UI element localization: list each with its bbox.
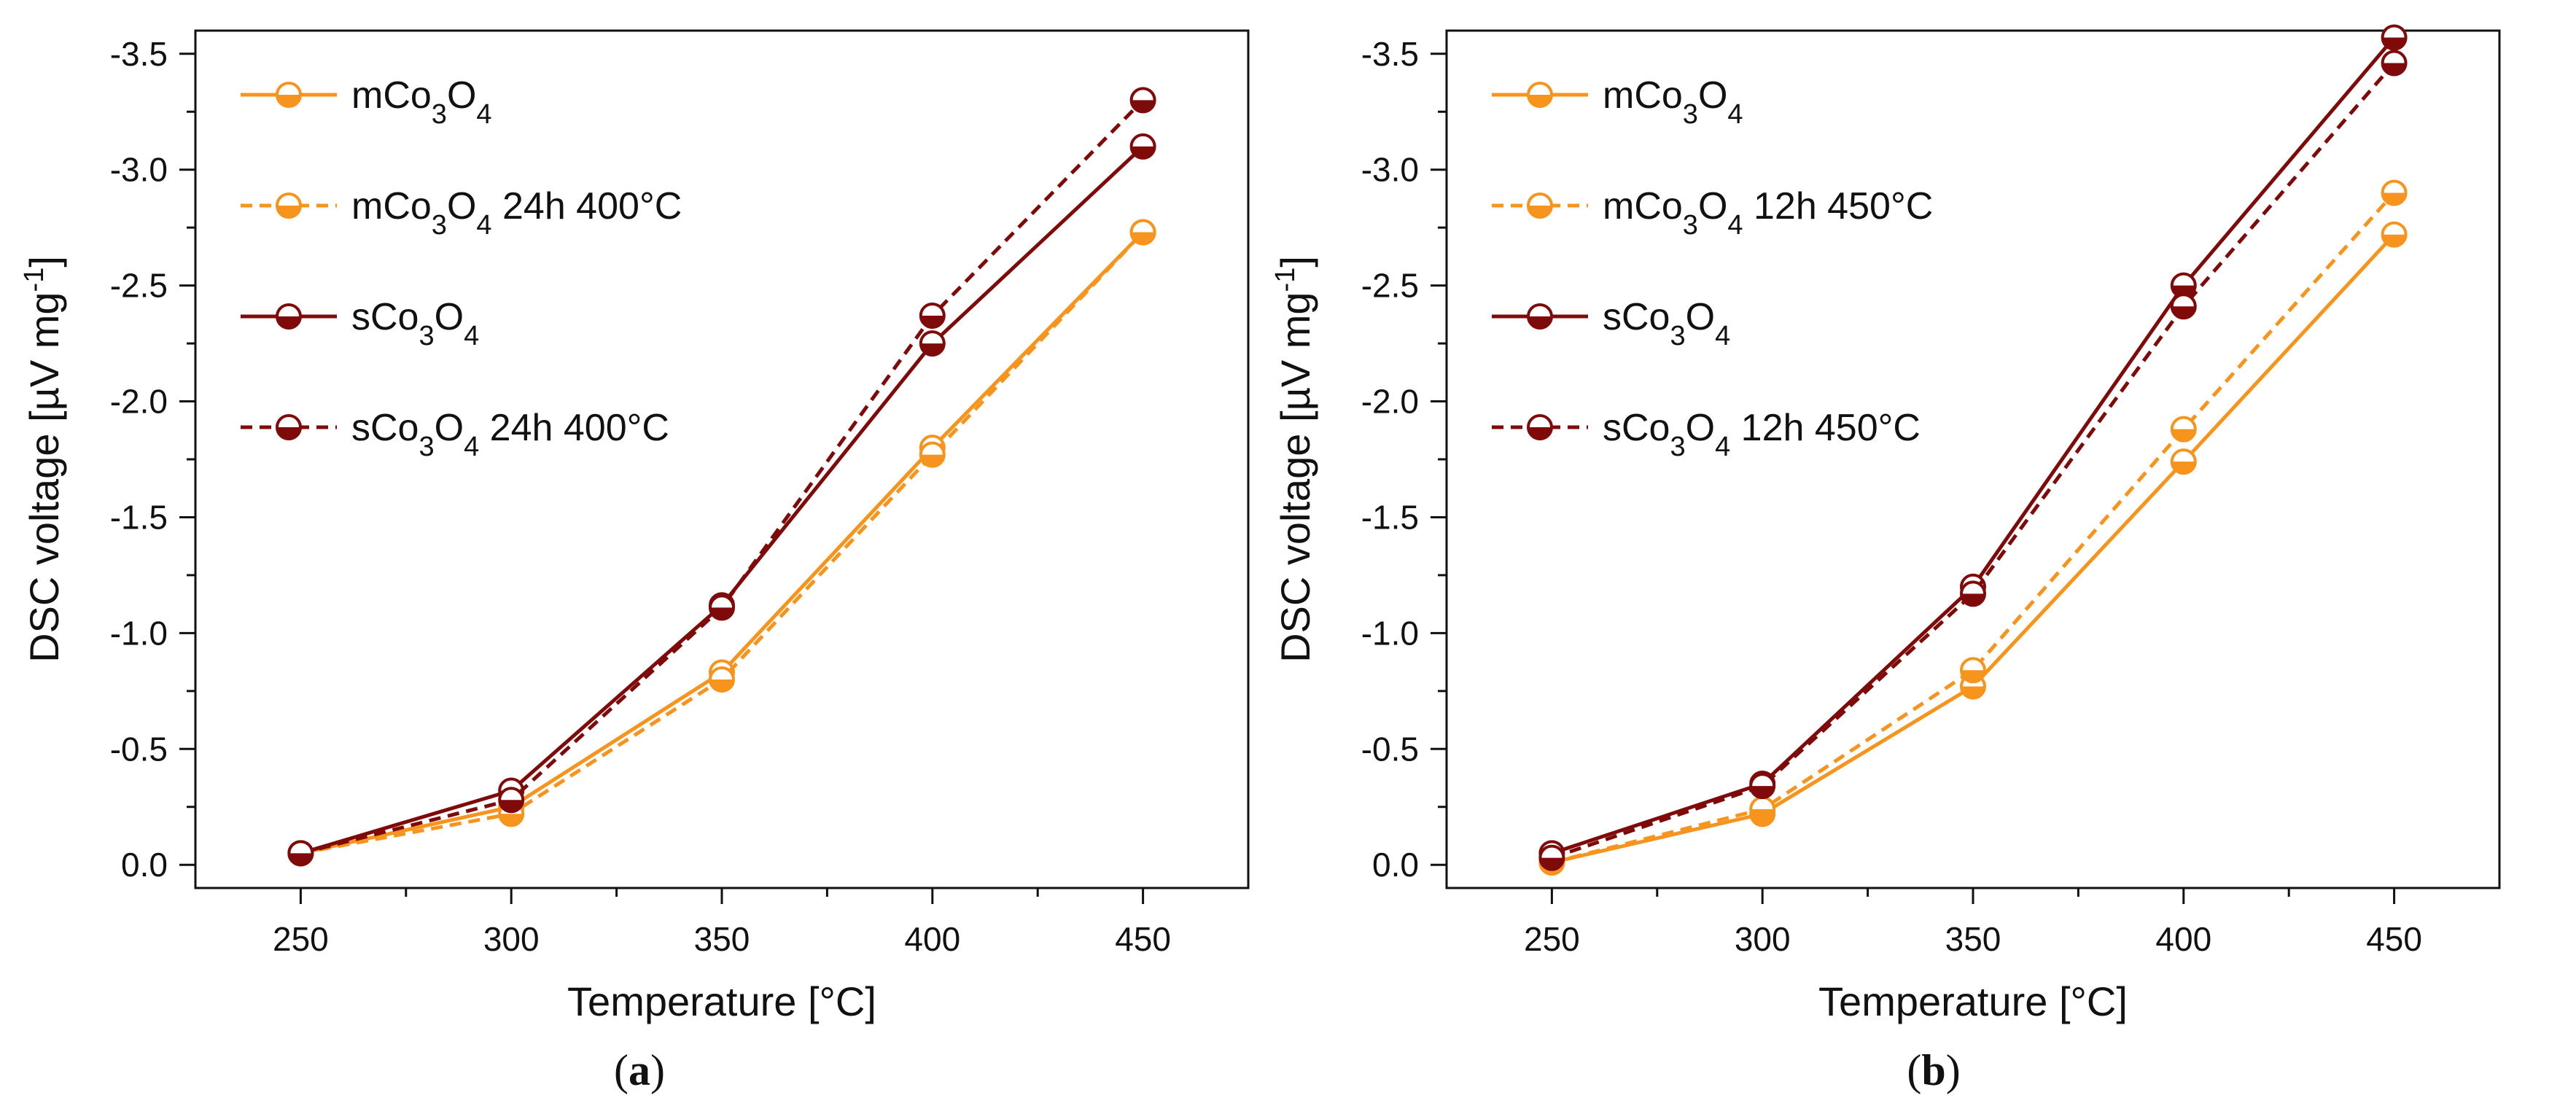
legend-entry-4: sCo3O4 24h 400°C [241, 407, 669, 462]
data-point [1129, 133, 1156, 160]
y-tick-label: -2.0 [1361, 383, 1419, 421]
y-tick-label: -2.5 [110, 267, 168, 305]
series-4 [287, 87, 1156, 867]
data-point [1538, 844, 1565, 871]
legend-entry-2: mCo3O4 24h 400°C [241, 185, 682, 241]
series-line [1551, 191, 2396, 865]
data-point [1960, 657, 1986, 684]
x-tick-label: 400 [2155, 920, 2211, 958]
legend-entry-1: mCo3O4 [1492, 74, 1743, 130]
legend-marker [1527, 303, 1553, 330]
legend-label: mCo3O4 12h 450°C [1603, 185, 1933, 241]
data-point [2381, 50, 2408, 77]
y-tick-label: -3.0 [110, 151, 168, 189]
data-point [919, 441, 946, 468]
data-point [1129, 219, 1156, 246]
x-tick-label: 400 [904, 920, 960, 958]
y-tick-label: -2.5 [1361, 267, 1419, 305]
x-tick-label: 350 [1945, 920, 2001, 958]
legend-marker [1527, 414, 1553, 440]
x-tick-label: 450 [1115, 920, 1171, 958]
data-point [709, 594, 735, 621]
plot-frame [1445, 29, 2501, 889]
y-tick-label: -1.0 [110, 614, 168, 652]
x-tick-label: 450 [2366, 920, 2422, 958]
y-tick-label: -1.0 [1361, 614, 1419, 652]
x-tick-label: 300 [1735, 920, 1791, 958]
x-tick-label: 300 [483, 920, 540, 958]
legend-marker [276, 82, 302, 108]
legend-label: sCo3O4 [1603, 296, 1730, 351]
y-axis-title: DSC voltage [µV mg-1] [19, 256, 67, 663]
legend-marker [1527, 82, 1553, 108]
data-point [1749, 795, 1776, 822]
panel-a: 250 300 350 400 450 0.0 -0.5 -1.0 -1.5 -2.0 -2.5 -3… [19, 29, 1250, 1024]
y-tick-label: 0.0 [121, 846, 168, 884]
legend-label: mCo3O4 [351, 74, 492, 130]
y-tick-label: -3.0 [1361, 151, 1419, 189]
y-tick-label: -0.5 [1361, 730, 1419, 768]
y-tick-label: -1.5 [1361, 498, 1419, 536]
legend-label: mCo3O4 [1603, 74, 1743, 130]
panel-a-caption: (a) [614, 1046, 665, 1094]
data-point [498, 787, 525, 814]
data-point [2381, 179, 2408, 206]
series-line [1551, 61, 2396, 860]
y-axis-title: DSC voltage [µV mg-1] [1270, 256, 1318, 663]
data-point [1960, 580, 1986, 607]
series-3 [287, 133, 1156, 867]
data-point [919, 330, 946, 357]
series-2 [1538, 179, 2408, 876]
legend-entry-3: sCo3O4 [1492, 296, 1730, 351]
panel-b: 250 300 350 400 450 0.0 -0.5 -1.0 -1.5 -2.0 -2.5 -3… [1270, 24, 2501, 1024]
legend-marker [276, 414, 302, 440]
data-point [287, 840, 314, 867]
x-axis-title: Temperature [°C] [1818, 978, 2128, 1024]
x-tick-label: 250 [273, 920, 329, 958]
y-tick-label: -1.5 [110, 498, 168, 536]
legend-marker [276, 192, 302, 219]
plot-frame [194, 29, 1250, 889]
y-tick-label: -3.5 [1361, 35, 1419, 73]
series-line [300, 145, 1145, 855]
y-tick-label: -0.5 [110, 730, 168, 768]
legend-marker [276, 303, 302, 330]
y-tick-label: -2.0 [110, 383, 168, 421]
data-point [2170, 416, 2197, 443]
legend-marker [1527, 192, 1553, 219]
legend-entry-2: mCo3O4 12h 450°C [1492, 185, 1933, 241]
data-point [709, 666, 735, 693]
legend-label: sCo3O4 12h 450°C [1603, 407, 1921, 462]
x-tick-label: 250 [1524, 920, 1580, 958]
legend-label: sCo3O4 [351, 296, 479, 351]
x-tick-label: 350 [694, 920, 750, 958]
series-4 [1538, 50, 2408, 871]
legend-entry-3: sCo3O4 [241, 296, 479, 351]
data-point [2170, 448, 2197, 475]
data-point [1749, 773, 1776, 800]
legend-entry-1: mCo3O4 [241, 74, 492, 130]
legend-entry-4: sCo3O4 12h 450°C [1492, 407, 1921, 462]
x-axis-title: Temperature [°C] [567, 978, 876, 1024]
data-point [2170, 293, 2197, 320]
data-point [919, 302, 946, 329]
legend-label: sCo3O4 24h 400°C [351, 407, 669, 462]
y-tick-label: 0.0 [1372, 846, 1419, 884]
data-point [1129, 87, 1156, 114]
y-tick-label: -3.5 [110, 35, 168, 73]
data-point [2381, 24, 2408, 51]
data-point [2381, 221, 2408, 248]
panel-b-caption: (b) [1907, 1046, 1960, 1094]
legend-label: mCo3O4 24h 400°C [351, 185, 682, 241]
